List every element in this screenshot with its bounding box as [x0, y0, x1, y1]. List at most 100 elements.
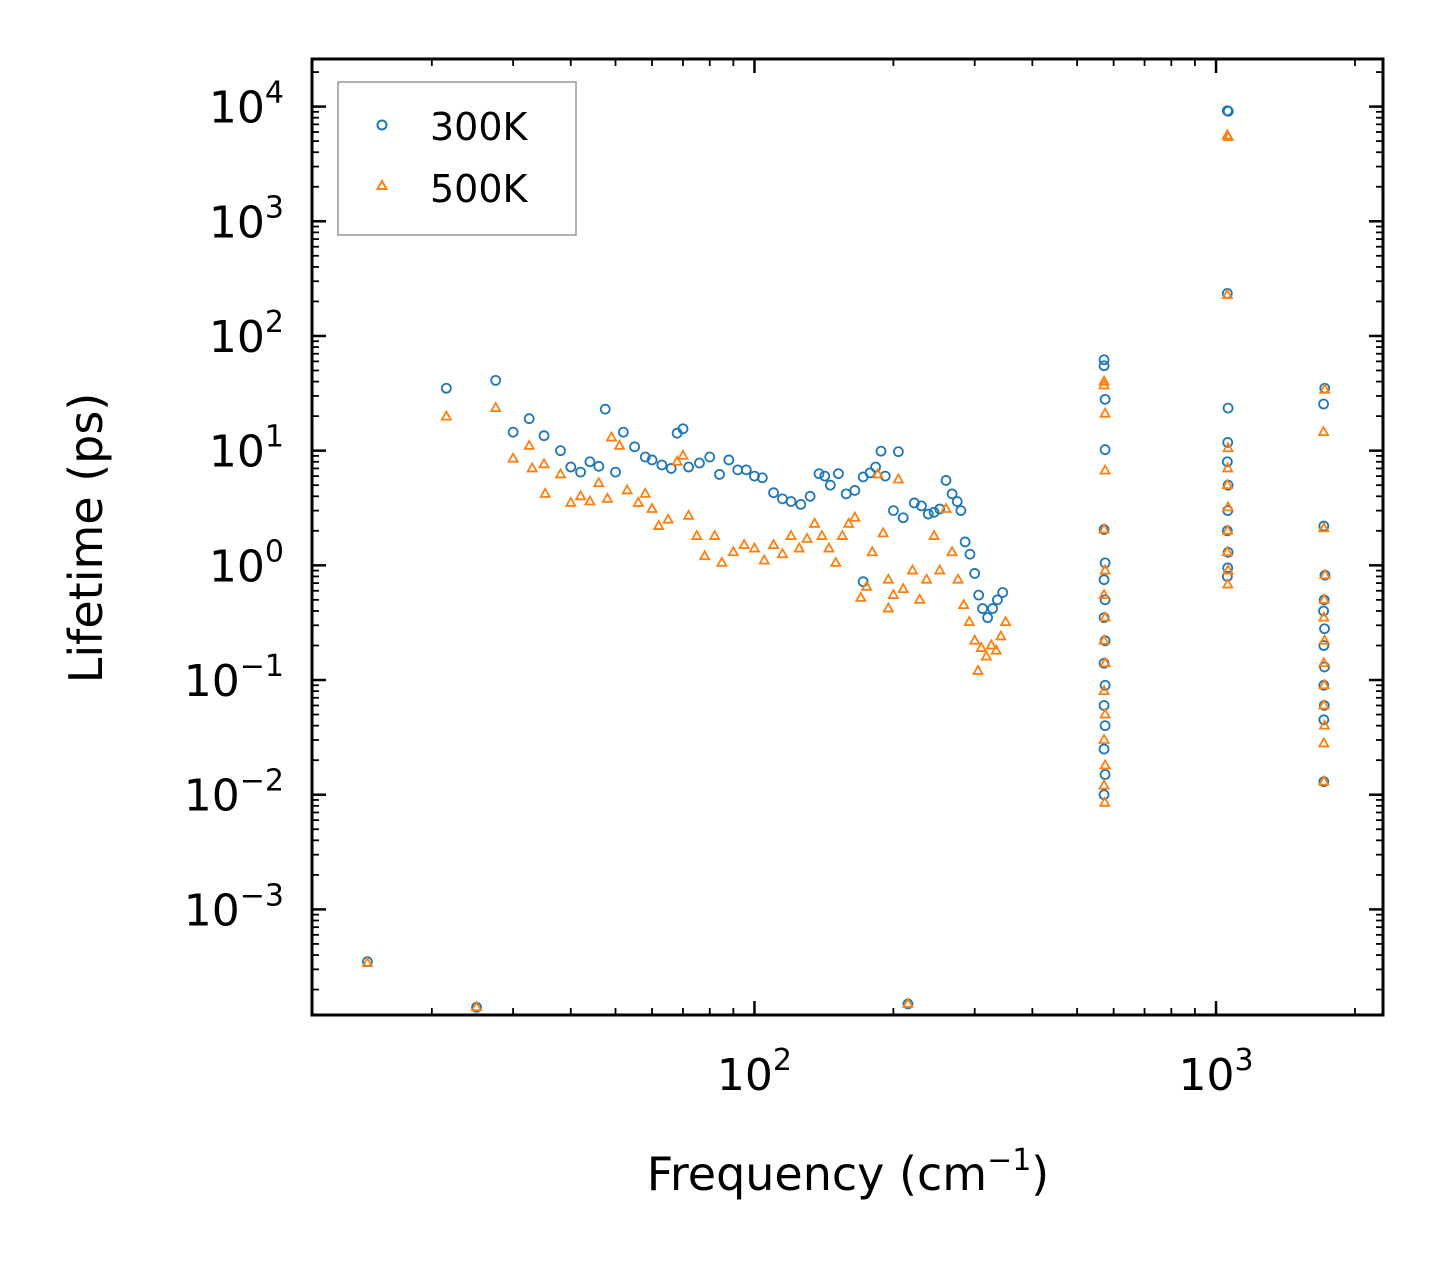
data-point-300K — [639, 451, 651, 463]
data-point-500K — [1222, 563, 1235, 575]
data-point-500K — [985, 638, 998, 650]
data-point-500K — [1221, 545, 1234, 557]
data-point-300K — [440, 382, 452, 394]
data-point-300K — [629, 441, 641, 453]
data-point-300K — [922, 508, 934, 520]
data-point-500K — [897, 582, 910, 594]
data-point-500K — [489, 401, 502, 412]
data-point-300K — [1099, 393, 1111, 405]
data-point-300K — [785, 496, 797, 507]
data-point-500K — [1221, 523, 1234, 535]
y-tick-label: 100 — [209, 534, 284, 592]
data-point-300K — [934, 503, 946, 515]
data-point-500K — [776, 547, 789, 559]
data-point-300K — [704, 451, 716, 463]
data-point-500K — [854, 591, 867, 602]
data-point-500K — [574, 489, 587, 501]
data-point-500K — [836, 529, 849, 540]
data-point-500K — [1098, 588, 1111, 600]
plot-area — [361, 105, 1332, 1013]
data-point-500K — [892, 472, 905, 484]
data-point-500K — [537, 457, 551, 469]
data-point-300K — [694, 457, 705, 469]
data-point-500K — [698, 549, 711, 561]
data-point-500K — [882, 601, 895, 613]
data-point-500K — [1099, 563, 1112, 575]
data-point-500K — [715, 556, 728, 567]
data-point-300K — [849, 485, 861, 496]
data-point-300K — [646, 454, 658, 466]
x-axis-label: Frequency (cm−1) — [647, 1143, 1050, 1201]
data-point-500K — [601, 492, 614, 503]
data-point-500K — [671, 454, 684, 466]
data-point-500K — [1221, 461, 1234, 473]
data-point-300K — [928, 506, 940, 518]
data-point-300K — [555, 445, 566, 457]
data-point-500K — [963, 615, 976, 626]
data-point-500K — [539, 487, 552, 498]
legend: 300K 500K — [337, 81, 577, 236]
y-axis-label: Lifetime (ps) — [59, 393, 113, 684]
data-point-500K — [1222, 130, 1235, 142]
data-point-500K — [906, 563, 919, 575]
data-point-300K — [997, 587, 1009, 598]
y-tick-label: 101 — [209, 420, 284, 478]
data-point-500K — [708, 529, 721, 540]
data-point-300K — [575, 466, 586, 478]
legend-label-500K: 500K — [430, 167, 529, 211]
data-point-500K — [767, 538, 780, 550]
data-point-300K — [824, 479, 836, 491]
data-point-500K — [801, 532, 814, 543]
data-point-500K — [1098, 378, 1111, 390]
data-point-500K — [727, 545, 740, 557]
data-point-500K — [564, 496, 577, 507]
data-point-500K — [822, 541, 835, 553]
data-point-500K — [860, 579, 873, 591]
x-tick-label: 102 — [717, 1043, 792, 1101]
data-point-300K — [819, 470, 831, 482]
y-tick-label-base: 10 — [184, 771, 240, 822]
data-point-300K — [1222, 437, 1234, 448]
data-point-300K — [1099, 769, 1111, 780]
data-point-500K — [646, 502, 659, 513]
data-point-500K — [887, 588, 900, 600]
data-point-500K — [690, 529, 703, 540]
data-point-500K — [882, 572, 895, 584]
data-point-300K — [1098, 743, 1110, 755]
data-point-300K — [538, 430, 550, 442]
data-point-500K — [848, 510, 861, 522]
data-point-300K — [969, 568, 981, 579]
x-tick-label-base: 10 — [717, 1050, 773, 1101]
y-tick-label: 102 — [209, 305, 284, 363]
y-tick-label-exponent: −3 — [240, 878, 284, 913]
data-point-300K — [1098, 700, 1110, 711]
data-point-500K — [913, 593, 926, 604]
legend-marker-500K — [375, 178, 389, 190]
data-point-500K — [971, 664, 985, 675]
data-point-300K — [617, 426, 629, 438]
data-point-500K — [1099, 610, 1112, 622]
data-point-300K — [964, 548, 976, 560]
data-point-500K — [1318, 678, 1331, 690]
plot-frame — [310, 57, 1385, 1017]
data-point-300K — [1221, 456, 1233, 468]
data-point-500K — [361, 956, 374, 968]
data-point-500K — [1098, 684, 1111, 696]
data-point-500K — [748, 541, 761, 553]
data-point-300K — [1098, 574, 1110, 586]
legend-frame — [337, 81, 577, 236]
y-tick-label-exponent: −2 — [240, 764, 284, 799]
y-tick-label-exponent: 3 — [265, 190, 284, 225]
data-point-500K — [994, 629, 1007, 641]
x-tick-label-exponent: 2 — [773, 1043, 792, 1078]
data-point-500K — [1317, 736, 1330, 748]
data-point-300K — [490, 374, 502, 386]
data-point-300K — [523, 413, 535, 425]
data-point-300K — [665, 463, 677, 474]
y-tick-label-exponent: 4 — [265, 76, 284, 111]
data-point-300K — [740, 464, 752, 476]
x-tick-label-base: 10 — [1178, 1050, 1234, 1101]
data-point-500K — [980, 649, 993, 661]
data-point-300K — [959, 536, 971, 548]
